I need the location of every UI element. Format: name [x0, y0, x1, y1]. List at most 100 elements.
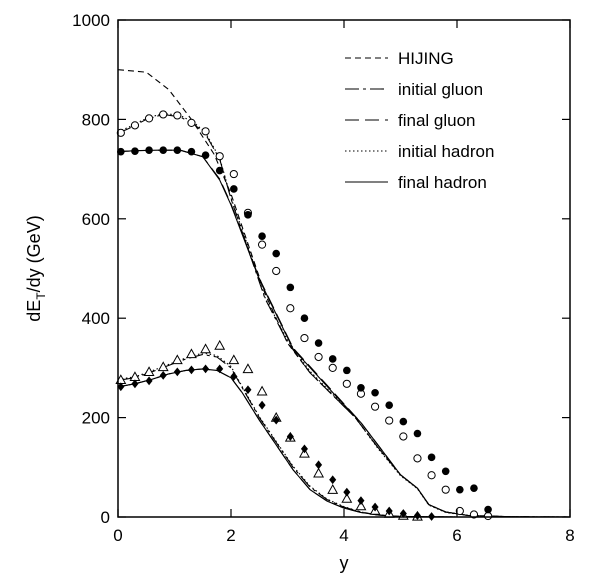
marker-open-circle — [159, 110, 168, 119]
series-line — [117, 113, 571, 518]
marker-filled-diamond — [230, 371, 238, 381]
marker-filled-diamond — [159, 370, 167, 380]
marker-filled-circle — [470, 484, 478, 492]
marker-filled-circle — [484, 505, 492, 514]
marker-filled-diamond — [244, 385, 252, 395]
marker-open-circle — [286, 304, 295, 313]
y-axis-title-subscript: T — [34, 292, 48, 300]
marker-open-triangle — [228, 354, 240, 365]
y-axis-title-main: dE — [24, 300, 44, 322]
marker-open-triangle — [186, 348, 197, 359]
y-axis-title-tail: /dy (GeV) — [24, 215, 44, 292]
marker-filled-diamond — [145, 376, 153, 386]
marker-filled-diamond — [329, 475, 337, 485]
marker-open-triangle — [341, 492, 353, 503]
marker-open-circle — [144, 114, 154, 123]
marker-filled-circle — [371, 388, 379, 397]
marker-filled-diamond — [357, 496, 365, 505]
marker-open-triangle — [355, 500, 367, 511]
marker-filled-circle — [230, 185, 238, 193]
series-line — [117, 368, 458, 518]
marker-open-triangle — [143, 366, 155, 377]
marker-filled-circle — [117, 147, 125, 156]
marker-open-circle — [483, 511, 493, 521]
marker-open-circle — [201, 127, 210, 136]
marker-filled-diamond — [315, 460, 323, 470]
marker-filled-circle — [131, 147, 139, 156]
x-tick-label: 0 — [113, 526, 122, 545]
marker-filled-diamond — [202, 364, 210, 374]
marker-filled-circle — [343, 366, 351, 375]
marker-filled-circle — [244, 211, 252, 219]
marker-filled-circle — [215, 166, 224, 175]
x-tick-label: 2 — [226, 526, 235, 545]
marker-open-circle — [173, 111, 182, 120]
series-line — [117, 69, 571, 518]
marker-open-circle — [370, 402, 380, 411]
marker-filled-circle — [272, 249, 281, 258]
marker-open-circle — [272, 266, 281, 276]
x-tick-label: 6 — [452, 526, 461, 545]
marker-open-circle — [455, 506, 464, 516]
marker-open-circle — [116, 128, 125, 137]
marker-filled-diamond — [343, 487, 351, 497]
x-tick-label: 8 — [565, 526, 574, 545]
marker-filled-circle — [145, 146, 153, 155]
marker-filled-diamond — [117, 382, 125, 392]
marker-filled-circle — [328, 355, 337, 363]
series-line — [117, 112, 571, 518]
marker-open-circle — [187, 118, 196, 127]
data-layer — [115, 69, 571, 521]
plot-frame — [117, 19, 571, 518]
marker-filled-circle — [385, 401, 394, 409]
marker-filled-circle — [159, 146, 167, 155]
y-tick-label: 0 — [101, 508, 110, 527]
marker-filled-circle — [258, 232, 266, 240]
marker-open-circle — [328, 363, 337, 372]
y-tick-label: 600 — [82, 210, 110, 229]
marker-open-circle — [130, 121, 140, 130]
ticks-layer: 0 2 4 6 8 0 200 400 600 800 1000 — [72, 11, 575, 545]
series-line — [117, 353, 458, 518]
marker-filled-circle — [399, 417, 408, 426]
y-axis-title: dET/dy (GeV) — [24, 215, 48, 321]
marker-open-circle — [385, 416, 394, 425]
marker-open-circle — [399, 432, 408, 441]
y-tick-label: 1000 — [72, 11, 110, 30]
marker-filled-circle — [427, 453, 436, 462]
legend-label: final gluon — [398, 111, 476, 130]
marker-filled-diamond — [187, 365, 195, 375]
marker-filled-diamond — [272, 415, 280, 425]
marker-filled-circle — [201, 151, 210, 159]
marker-filled-circle — [357, 383, 365, 392]
series-line — [117, 368, 458, 518]
marker-open-circle — [215, 152, 224, 161]
legend-label: initial gluon — [398, 80, 483, 99]
marker-filled-circle — [441, 467, 450, 476]
marker-open-circle — [441, 485, 450, 494]
axes-layer — [117, 19, 571, 518]
y-tick-label: 400 — [82, 309, 110, 328]
marker-open-triangle — [313, 467, 325, 478]
y-tick-label: 200 — [82, 409, 110, 428]
marker-filled-diamond — [131, 379, 139, 389]
marker-filled-circle — [300, 314, 309, 323]
marker-filled-circle — [314, 339, 323, 347]
marker-filled-diamond — [385, 506, 393, 516]
marker-filled-circle — [187, 147, 196, 156]
marker-filled-circle — [456, 485, 464, 494]
marker-filled-circle — [286, 283, 295, 292]
series-line — [117, 149, 571, 518]
marker-open-circle — [300, 333, 309, 343]
marker-open-circle — [257, 240, 267, 249]
marker-filled-diamond — [371, 502, 379, 512]
series-line — [117, 149, 571, 518]
marker-open-triangle — [327, 484, 339, 494]
x-axis-title: y — [340, 553, 349, 573]
marker-filled-circle — [173, 146, 182, 155]
marker-filled-circle — [413, 429, 422, 438]
marker-open-triangle — [242, 363, 254, 374]
marker-open-triangle — [214, 339, 226, 350]
series-line — [117, 352, 458, 518]
